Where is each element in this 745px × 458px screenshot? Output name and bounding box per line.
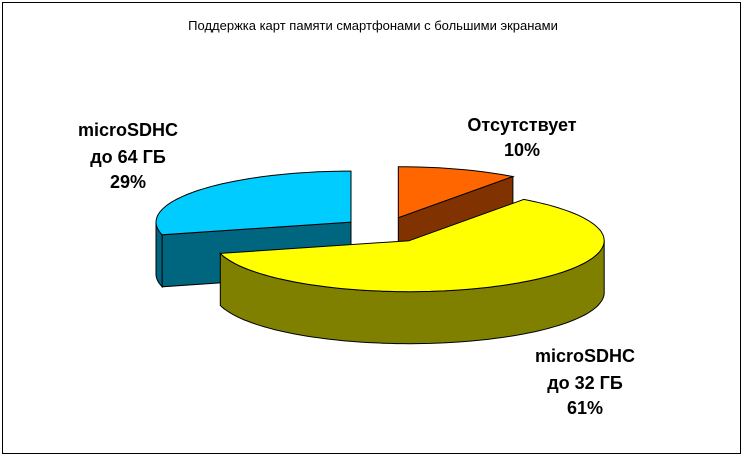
chart-title: Поддержка карт памяти смартфонами с боль…: [188, 18, 558, 33]
slice: [155, 170, 352, 236]
slice: [397, 166, 515, 219]
slice-label: Отсутствует: [467, 115, 577, 135]
value-label: 29%: [109, 172, 147, 192]
chart-border: [2, 2, 741, 454]
value-label: 10%: [503, 140, 541, 160]
slice-label: microSDHC до 64 ГБ: [77, 120, 179, 167]
slice-label: microSDHC до 32 ГБ: [534, 346, 636, 393]
slice: [219, 198, 605, 293]
value-label: 61%: [566, 398, 604, 418]
